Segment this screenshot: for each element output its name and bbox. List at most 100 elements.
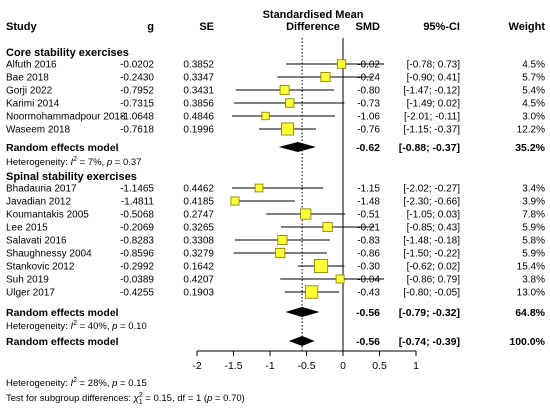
study-smd: -0.80 bbox=[357, 86, 380, 97]
effect-square bbox=[254, 183, 264, 193]
study-weight: 3.4% bbox=[522, 184, 545, 195]
x-tick-label: 1 bbox=[413, 360, 419, 372]
header-se: SE bbox=[199, 21, 214, 33]
pooled-ci: [-0.88; -0.37] bbox=[399, 142, 460, 154]
study-ci: [-1.47; -0.12] bbox=[403, 86, 460, 97]
effect-square bbox=[277, 234, 288, 246]
study-rows: Alfuth 2016 -0.0202 0.3852 -0.02 [-0.78; 0.7… bbox=[6, 59, 546, 348]
effect-square bbox=[230, 196, 240, 206]
study-g: -1.0648 bbox=[120, 112, 154, 123]
x-tick-label: -0.5 bbox=[297, 360, 315, 372]
study-name: Alfuth 2016 bbox=[6, 60, 57, 71]
study-ci: [-2.01; -0.11] bbox=[404, 112, 460, 123]
study-name: Stankovic 2012 bbox=[6, 262, 75, 273]
study-g: -0.0202 bbox=[120, 60, 154, 71]
study-weight: 5.9% bbox=[522, 249, 545, 260]
study-ci: [-0.80; -0.05] bbox=[403, 288, 460, 299]
pooled-diamond bbox=[285, 307, 320, 317]
study-g: -0.2430 bbox=[120, 73, 154, 84]
study-ci: [-0.86; 0.79] bbox=[407, 275, 461, 286]
study-ci: [-1.50; -0.22] bbox=[403, 249, 460, 260]
study-ci: [-1.48; -0.18] bbox=[403, 236, 460, 247]
study-g: -0.2992 bbox=[120, 262, 154, 273]
study-smd: -1.15 bbox=[357, 184, 380, 195]
study-g: -0.8283 bbox=[120, 236, 154, 247]
study-se: 0.1903 bbox=[183, 288, 214, 299]
study-se: 0.3852 bbox=[183, 60, 214, 71]
header-study: Study bbox=[6, 21, 37, 33]
study-weight: 3.8% bbox=[522, 275, 545, 286]
study-g: -1.1465 bbox=[120, 184, 154, 195]
effect-square bbox=[300, 208, 312, 220]
pooled-smd: -0.62 bbox=[356, 142, 380, 154]
study-name: Karimi 2014 bbox=[6, 99, 60, 110]
effect-square bbox=[336, 59, 347, 69]
x-tick-label: -1 bbox=[265, 360, 274, 372]
study-smd: -1.06 bbox=[357, 112, 380, 123]
study-g: -0.2069 bbox=[120, 223, 154, 234]
header-ci: 95%-CI bbox=[423, 21, 460, 33]
study-g: -0.0389 bbox=[120, 275, 154, 286]
subgroup-header-spinal: Spinal stability exercises bbox=[6, 171, 137, 183]
study-smd: -0.83 bbox=[357, 236, 380, 247]
header-g: g bbox=[147, 21, 154, 33]
x-axis: -2 -1.5 -1 -0.5 0 0.5 1 bbox=[192, 350, 419, 372]
pooled-ci: [-0.79; -0.32] bbox=[399, 307, 460, 319]
pooled-smd: -0.56 bbox=[356, 307, 380, 319]
study-weight: 3.9% bbox=[522, 197, 545, 208]
study-se: 0.3279 bbox=[183, 249, 214, 260]
study-ci: [-0.85; 0.43] bbox=[407, 223, 461, 234]
effect-square bbox=[305, 285, 319, 299]
overall-diamond bbox=[288, 336, 315, 346]
pooled-diamond bbox=[278, 142, 316, 152]
study-se: 0.4207 bbox=[183, 275, 214, 286]
study-se: 0.3265 bbox=[183, 223, 214, 234]
study-g: -0.7952 bbox=[120, 86, 154, 97]
column-headers: Study g SE Standardised Mean Difference … bbox=[6, 9, 545, 33]
x-tick-label: 0.5 bbox=[372, 360, 387, 372]
chart-title-line2: Difference bbox=[286, 21, 340, 33]
x-tick-label: -1.5 bbox=[224, 360, 242, 372]
study-se: 0.4462 bbox=[183, 184, 214, 195]
study-weight: 5.7% bbox=[522, 73, 545, 84]
study-weight: 4.5% bbox=[522, 60, 545, 71]
effect-square bbox=[320, 71, 331, 83]
study-se: 0.4846 bbox=[183, 112, 214, 123]
overall-weight: 100.0% bbox=[509, 336, 545, 348]
study-weight: 5.9% bbox=[522, 223, 545, 234]
study-ci: [-2.02; -0.27] bbox=[403, 184, 460, 195]
effect-square bbox=[279, 85, 290, 95]
study-smd: -0.21 bbox=[357, 223, 380, 234]
study-smd: -0.73 bbox=[357, 99, 380, 110]
study-ci: [-1.05; 0.03] bbox=[407, 210, 461, 221]
study-weight: 3.0% bbox=[522, 112, 545, 123]
study-ci: [-1.15; -0.37] bbox=[403, 125, 460, 136]
study-ci: [-1.49; 0.02] bbox=[407, 99, 461, 110]
study-se: 0.1642 bbox=[183, 262, 214, 273]
study-name: Lee 2015 bbox=[6, 223, 48, 234]
subgroup-header-core: Core stability exercises bbox=[6, 47, 129, 59]
effect-square bbox=[261, 111, 270, 121]
pooled-weight: 35.2% bbox=[515, 142, 545, 154]
effect-square bbox=[314, 258, 329, 274]
study-weight: 13.0% bbox=[517, 288, 545, 299]
overall-smd: -0.56 bbox=[356, 336, 380, 348]
study-se: 0.2747 bbox=[183, 210, 214, 221]
x-tick-label: -2 bbox=[192, 360, 201, 372]
study-se: 0.1996 bbox=[183, 125, 214, 136]
study-ci: [-0.78; 0.73] bbox=[407, 60, 461, 71]
study-g: -0.4255 bbox=[120, 288, 154, 299]
study-name: Gorji 2022 bbox=[6, 86, 53, 97]
study-name: Suh 2019 bbox=[6, 275, 49, 286]
study-g: -0.5068 bbox=[120, 210, 154, 221]
study-smd: -0.30 bbox=[357, 262, 380, 273]
effect-square bbox=[281, 122, 294, 136]
study-name: Koumantakis 2005 bbox=[6, 210, 89, 221]
study-ci: [-0.62; 0.02] bbox=[407, 262, 461, 273]
study-se: 0.4185 bbox=[183, 197, 214, 208]
pooled-label: Random effects model bbox=[6, 142, 119, 154]
effect-square bbox=[322, 221, 333, 233]
study-smd: -0.43 bbox=[357, 288, 380, 299]
study-g: -0.8596 bbox=[120, 249, 154, 260]
